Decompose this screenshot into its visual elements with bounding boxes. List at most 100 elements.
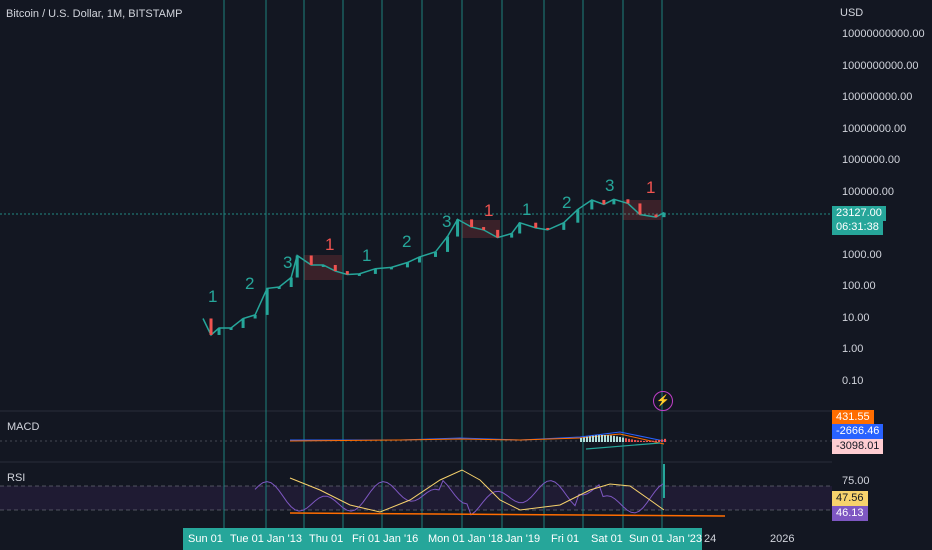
macd-histogram-bar xyxy=(643,440,645,442)
date-axis-label: Jan '19 xyxy=(505,533,541,545)
macd-value-bot: -3098.01 xyxy=(832,439,884,454)
price-candle xyxy=(309,255,313,265)
macd-divergence-line xyxy=(585,442,661,450)
macd-histogram-bar xyxy=(655,440,657,442)
price-candle xyxy=(546,227,550,230)
price-candle xyxy=(265,288,269,315)
price-candle xyxy=(333,264,337,272)
macd-histogram-bar xyxy=(601,435,603,442)
cycle-count-label: 3 xyxy=(605,176,615,195)
price-candle xyxy=(446,236,450,252)
macd-histogram-bar xyxy=(610,435,612,442)
date-axis-label: Sun 01 xyxy=(188,533,223,545)
macd-histogram-bar xyxy=(625,438,627,442)
date-axis-label: Sun 01 Jan '23 xyxy=(629,533,703,545)
date-axis-label: Thu 01 xyxy=(309,533,344,545)
chart-title: Bitcoin / U.S. Dollar, 1M, BITSTAMP xyxy=(6,8,183,20)
price-candle xyxy=(482,227,486,230)
macd-histogram-bar xyxy=(628,438,630,442)
rsi-band xyxy=(0,486,832,510)
date-axis-label: 2026 xyxy=(770,533,795,545)
cycle-count-label: 2 xyxy=(402,232,412,251)
macd-histogram-bar xyxy=(649,440,651,442)
macd-histogram-bar xyxy=(637,440,639,442)
cycle-count-label: 1 xyxy=(646,178,656,197)
price-candle xyxy=(373,268,377,274)
price-candle xyxy=(295,255,299,278)
price-candle xyxy=(470,219,474,228)
bear-phase-box xyxy=(623,200,661,220)
macd-histogram-bar xyxy=(595,435,597,442)
price-candle xyxy=(518,222,522,234)
date-axis-label: 24 xyxy=(704,533,717,545)
price-candle xyxy=(209,318,213,335)
date-highlight xyxy=(183,528,702,550)
macd-histogram-bar xyxy=(646,441,648,442)
highlight-boxes xyxy=(304,200,661,280)
price-candle xyxy=(590,199,594,210)
macd-histogram-bar xyxy=(604,435,606,442)
currency-label: USD xyxy=(840,7,864,19)
price-tick-label: 1.00 xyxy=(842,343,864,355)
rsi-series xyxy=(254,464,726,517)
macd-histogram-bar xyxy=(589,436,591,442)
macd-histogram-bar xyxy=(619,436,621,442)
rsi-trendline xyxy=(289,512,726,517)
price-candle xyxy=(389,267,393,270)
macd-histogram-bar xyxy=(631,439,633,442)
price-candle xyxy=(510,233,514,238)
price-candle xyxy=(345,271,349,275)
price-candle xyxy=(434,251,438,257)
macd-histogram-bar xyxy=(592,435,594,442)
price-candle xyxy=(638,203,642,215)
price-candle xyxy=(576,209,580,223)
macd-value-mid: -2666.46 xyxy=(832,424,884,439)
date-axis-label: Fri 01 Jan '16 xyxy=(352,533,419,545)
macd-histogram-bar xyxy=(661,439,663,442)
macd-histogram-bar xyxy=(607,435,609,442)
macd-histogram-bar xyxy=(640,440,642,442)
macd-histogram-bar xyxy=(598,435,600,442)
cycle-count-label: 1 xyxy=(522,200,532,219)
price-candle xyxy=(217,327,221,335)
price-candle xyxy=(241,318,245,328)
price-candle xyxy=(662,212,666,218)
price-candle xyxy=(602,199,606,205)
date-axis-label: Tue 01 Jan '13 xyxy=(230,533,303,545)
price-candle xyxy=(562,222,566,230)
cycle-count-label: 2 xyxy=(245,274,255,293)
price-candle xyxy=(456,219,460,237)
price-candle xyxy=(405,262,409,268)
last-price-tag: 23127.00 xyxy=(832,206,886,221)
macd-histogram-bar xyxy=(586,436,588,442)
price-tick-label: 100.00 xyxy=(842,280,876,292)
price-candle xyxy=(417,256,421,263)
cycle-count-label: 1 xyxy=(208,287,218,306)
cycle-count-label: 3 xyxy=(442,212,452,231)
macd-histogram-bar xyxy=(622,437,624,442)
countdown-tag: 06:31:38 xyxy=(832,220,883,235)
price-candle xyxy=(654,214,658,218)
cycle-count-label: 1 xyxy=(325,235,335,254)
macd-histogram-bar xyxy=(613,435,615,442)
price-tick-label: 0.10 xyxy=(842,374,864,387)
rsi-label: RSI xyxy=(7,472,26,484)
cycle-count-label: 1 xyxy=(362,246,372,265)
macd-series xyxy=(289,431,666,450)
cycle-count-label: 2 xyxy=(562,193,572,212)
rsi-value-bot: 46.13 xyxy=(832,506,868,521)
rsi-value-top: 47.56 xyxy=(832,491,868,506)
price-candle xyxy=(626,199,630,204)
price-candle xyxy=(253,314,257,319)
price-candle xyxy=(496,229,500,238)
macd-label: MACD xyxy=(7,421,40,433)
price-line xyxy=(202,198,665,337)
price-candle xyxy=(289,277,293,287)
price-candle xyxy=(321,264,325,267)
price-tick-label: 10000000.00 xyxy=(842,122,907,135)
lightning-icon[interactable]: ⚡ xyxy=(653,391,673,411)
price-candle xyxy=(534,222,538,228)
price-candle xyxy=(277,287,281,289)
macd-value-top: 431.55 xyxy=(832,410,874,425)
